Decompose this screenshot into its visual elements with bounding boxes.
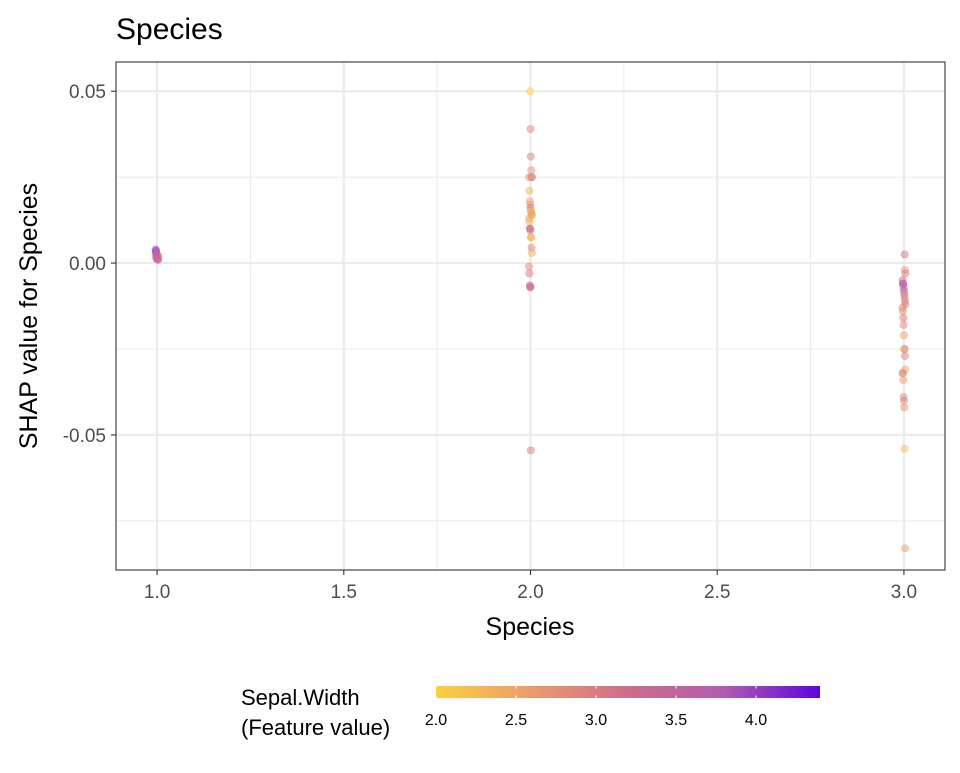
x-tick-label: 2.5 <box>704 582 730 603</box>
legend-title-line1: Sepal.Width <box>241 685 360 710</box>
data-point <box>899 331 908 340</box>
data-point <box>526 226 535 235</box>
data-point <box>526 125 535 134</box>
x-tick-label: 2.0 <box>517 582 543 603</box>
x-tick-label: 1.0 <box>144 582 170 603</box>
data-point <box>900 544 909 553</box>
legend-ticks: 2.0 2.5 3.0 3.5 4.0 <box>425 686 767 729</box>
legend-tick-label: 3.0 <box>585 712 607 729</box>
y-tick-label: 0.00 <box>69 254 106 275</box>
y-tick-label: -0.05 <box>63 426 106 447</box>
data-point <box>900 351 909 360</box>
data-point <box>901 269 910 278</box>
legend-tick-label: 2.5 <box>505 712 527 729</box>
x-tick-label: 1.5 <box>331 582 357 603</box>
data-point <box>527 166 536 175</box>
data-point <box>526 87 535 96</box>
data-point <box>525 269 534 278</box>
data-point <box>900 403 909 412</box>
data-point <box>152 254 161 263</box>
chart-title: Species <box>116 13 223 46</box>
legend-title-line2: (Feature value) <box>241 715 390 740</box>
data-point <box>899 396 908 405</box>
data-point <box>900 250 909 259</box>
legend-tick-label: 2.0 <box>425 712 447 729</box>
data-point <box>899 375 908 384</box>
y-axis-title: SHAP value for Species <box>15 183 43 449</box>
data-point <box>900 344 909 353</box>
data-point <box>526 283 535 292</box>
data-point <box>525 262 534 271</box>
data-point <box>527 233 536 242</box>
data-point <box>527 248 536 257</box>
x-axis-title: Species <box>486 613 575 641</box>
data-point <box>899 314 908 323</box>
legend-tick-label: 4.0 <box>745 712 767 729</box>
data-point <box>526 152 535 161</box>
x-tick-label: 3.0 <box>891 582 917 603</box>
data-point <box>899 320 908 329</box>
data-point <box>525 186 534 195</box>
data-point <box>898 307 907 316</box>
data-point <box>898 369 907 378</box>
data-point <box>900 444 909 453</box>
axes: 1.0 1.5 2.0 2.5 3.0 0.05 0.00 -0.05 <box>63 82 917 603</box>
color-legend: Sepal.Width (Feature value) 2.0 2.5 3.0 3.5… <box>241 685 820 740</box>
data-points <box>151 87 910 553</box>
legend-tick-label: 3.5 <box>665 712 687 729</box>
data-point <box>525 173 534 182</box>
data-point <box>525 217 534 226</box>
legend-colorbar <box>436 686 820 698</box>
y-tick-label: 0.05 <box>69 82 106 103</box>
data-point <box>526 446 535 455</box>
